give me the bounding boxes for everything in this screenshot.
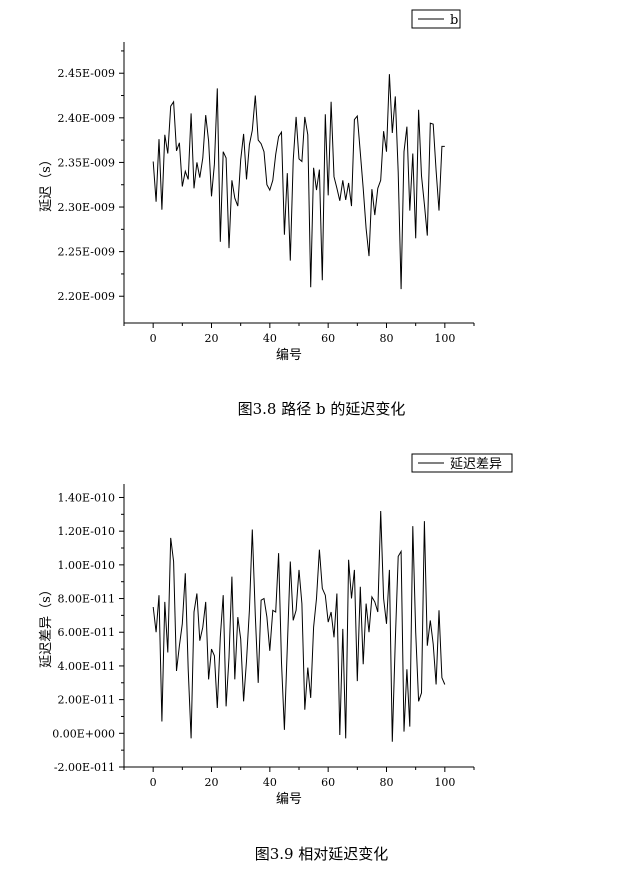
y-tick-label: 2.35E-009: [58, 156, 115, 169]
y-tick-label: 2.45E-009: [58, 67, 115, 80]
x-axis-title: 编号: [276, 348, 302, 363]
legend: 延迟差异: [411, 453, 513, 473]
x-tick-label: 0: [150, 332, 157, 345]
y-tick-label: 2.00E-011: [58, 694, 115, 707]
chart-relative-delay: -2.00E-011 0.00E+000 2.00E-011 4.00E-011 6.0…: [39, 453, 513, 807]
figure-caption-3-8: 图3.8 路径 b 的延迟变化: [237, 400, 406, 418]
y-tick-label: 2.30E-009: [58, 201, 115, 214]
y-tick-label: 2.25E-009: [58, 246, 115, 259]
y-tick-label: 4.00E-011: [58, 660, 115, 673]
y-axis-ticks: -2.00E-011 0.00E+000 2.00E-011 4.00E-011 6.0…: [52, 491, 124, 774]
series-line-delay-diff: [152, 510, 446, 742]
y-tick-label: 8.00E-011: [58, 593, 115, 606]
legend-label: 延迟差异: [450, 457, 502, 472]
y-tick-label: 1.20E-010: [58, 525, 115, 538]
legend: b: [411, 9, 461, 29]
x-axis-title: 编号: [276, 792, 302, 807]
x-tick-label: 0: [150, 776, 157, 789]
x-tick-label: 60: [321, 776, 335, 789]
x-axis-ticks: 0 20 40 60 80 100: [123, 323, 475, 345]
y-axis-ticks: 2.20E-009 2.25E-009 2.30E-009 2.35E-009 2.40…: [58, 50, 124, 303]
x-tick-label: 40: [263, 332, 277, 345]
y-tick-label: 2.20E-009: [58, 290, 115, 303]
x-tick-label: 100: [434, 776, 455, 789]
chart-path-b-delay: 2.20E-009 2.25E-009 2.30E-009 2.35E-009 2.40…: [39, 9, 475, 363]
y-tick-label: 6.00E-011: [58, 626, 115, 639]
x-tick-label: 80: [380, 776, 394, 789]
series-line-b: [152, 74, 445, 290]
y-tick-label: -2.00E-011: [54, 761, 115, 774]
x-tick-label: 80: [380, 332, 394, 345]
y-axis-title: 延迟差异（s）: [39, 583, 54, 668]
x-axis-ticks: 0 20 40 60 80 100: [123, 767, 475, 789]
legend-label: b: [450, 13, 458, 28]
x-tick-label: 20: [205, 332, 219, 345]
x-tick-label: 100: [434, 332, 455, 345]
y-tick-label: 1.40E-010: [58, 491, 115, 504]
y-axis-title: 延迟（s）: [39, 153, 54, 212]
x-tick-label: 20: [205, 776, 219, 789]
figure-caption-3-9: 图3.9 相对延迟变化: [254, 845, 389, 863]
y-tick-label: 0.00E+000: [52, 727, 115, 740]
x-tick-label: 40: [263, 776, 277, 789]
y-tick-label: 2.40E-009: [58, 112, 115, 125]
x-tick-label: 60: [321, 332, 335, 345]
y-tick-label: 1.00E-010: [58, 559, 115, 572]
legend-box: [411, 453, 513, 473]
